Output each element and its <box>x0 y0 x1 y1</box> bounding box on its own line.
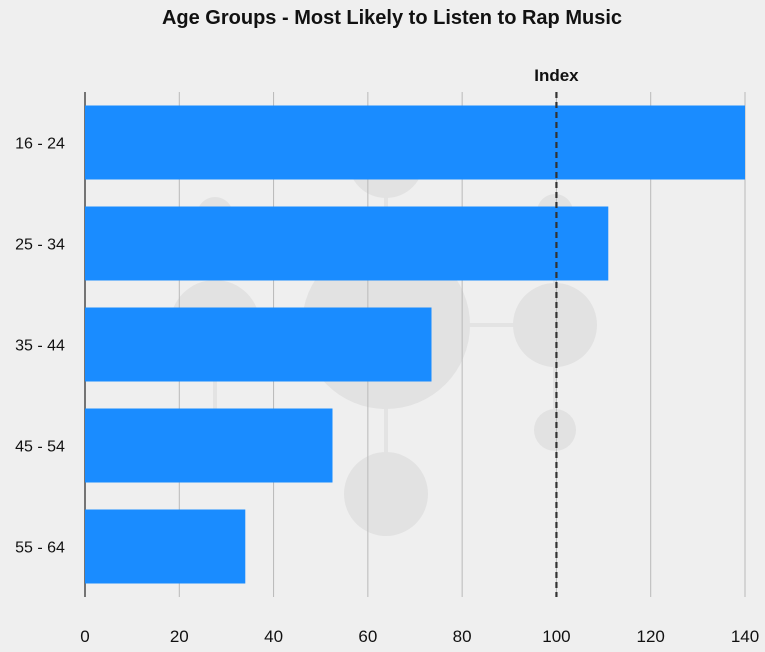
category-label: 16 - 24 <box>15 136 65 153</box>
category-label: 55 - 64 <box>15 540 65 557</box>
category-label: 45 - 54 <box>15 439 65 456</box>
x-tick-label: 40 <box>264 627 283 646</box>
x-tick-label: 0 <box>80 627 89 646</box>
category-label: 25 - 34 <box>15 237 65 254</box>
x-tick-label: 100 <box>542 627 570 646</box>
x-tick-label: 80 <box>453 627 472 646</box>
reference-line-group: Index <box>534 66 579 597</box>
x-axis-ticks: 0 20 40 60 80 100 120 140 <box>80 627 759 646</box>
chart-title: Age Groups - Most Likely to Listen to Ra… <box>162 7 622 29</box>
bar <box>85 105 745 180</box>
bar <box>85 307 432 382</box>
bars <box>85 105 745 584</box>
reference-line-label: Index <box>534 66 579 85</box>
x-tick-label: 140 <box>731 627 759 646</box>
bar <box>85 408 333 483</box>
x-tick-label: 60 <box>358 627 377 646</box>
bar <box>85 206 609 281</box>
bar <box>85 509 246 584</box>
x-tick-label: 120 <box>637 627 665 646</box>
x-tick-label: 20 <box>170 627 189 646</box>
category-label: 35 - 44 <box>15 338 65 355</box>
y-axis-categories: 16 - 24 25 - 34 35 - 44 45 - 54 55 - 64 <box>15 136 65 557</box>
